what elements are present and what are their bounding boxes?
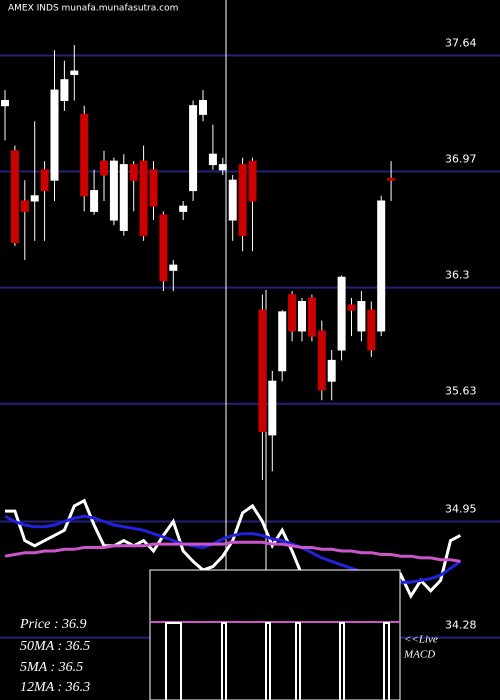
y-tick-label: 37.64 (445, 36, 477, 49)
candle-body (367, 309, 376, 351)
candle-body (90, 190, 99, 212)
y-tick-label: 36.3 (445, 269, 470, 282)
y-tick-label: 36.97 (445, 153, 477, 166)
macd-panel (149, 569, 401, 700)
candle-body (288, 294, 297, 332)
candle-body (199, 99, 207, 115)
candle-body (139, 160, 148, 237)
candle-body (80, 113, 89, 197)
candle-body (278, 311, 287, 372)
macd-box (149, 569, 401, 700)
candle-body (20, 200, 29, 212)
candle-body (347, 304, 356, 311)
annotation: <<Live (404, 634, 438, 646)
grid: 37.64 36.97 36.3 35.63 34.95 34.28 (0, 36, 500, 639)
candle-body (179, 205, 188, 212)
candle-body (60, 79, 69, 101)
legend-entry: 12MA : 36.3 (20, 680, 90, 695)
macd-histogram (165, 622, 390, 700)
legend-entry: 5MA : 36.5 (20, 660, 83, 675)
candle-body (228, 179, 237, 221)
marks (1, 45, 462, 604)
y-tick-label: 34.28 (445, 619, 477, 632)
y-tick-label: 35.63 (445, 385, 477, 398)
candle-body (298, 300, 306, 332)
y-tick-label: 34.95 (445, 503, 477, 516)
candle-body (337, 276, 346, 351)
candle-body (109, 160, 118, 221)
annotation: MACD (403, 649, 435, 661)
candle-body (50, 89, 59, 181)
candle-body (258, 309, 267, 432)
candle-body (189, 105, 198, 192)
candle-body (70, 70, 79, 76)
chart-title: AMEX INDS munafa.munafasutra.com (8, 4, 178, 14)
candle-body (377, 200, 386, 332)
candle-body (327, 359, 336, 382)
candle-body (317, 330, 326, 391)
candle-body (307, 297, 316, 337)
legend-entry: Price : 36.9 (19, 617, 86, 632)
legend-entry: 50MA : 36.5 (20, 639, 90, 654)
candle-body (218, 164, 227, 171)
candle-body (40, 169, 49, 192)
ma-line (4, 540, 461, 563)
candle-body (149, 169, 158, 207)
candle-body (159, 214, 168, 282)
candle-body (119, 164, 128, 231)
candle-body (129, 164, 138, 181)
candle-body (238, 164, 247, 237)
candle-body (100, 160, 108, 176)
candle-body (1, 99, 9, 107)
candle-body (169, 264, 178, 271)
candle-body (387, 177, 396, 181)
candle-body (268, 380, 277, 436)
candle-body (30, 195, 39, 202)
candle-body (248, 160, 257, 202)
candle-body (10, 150, 19, 244)
candle-body (357, 300, 366, 332)
candle-body (208, 153, 217, 166)
